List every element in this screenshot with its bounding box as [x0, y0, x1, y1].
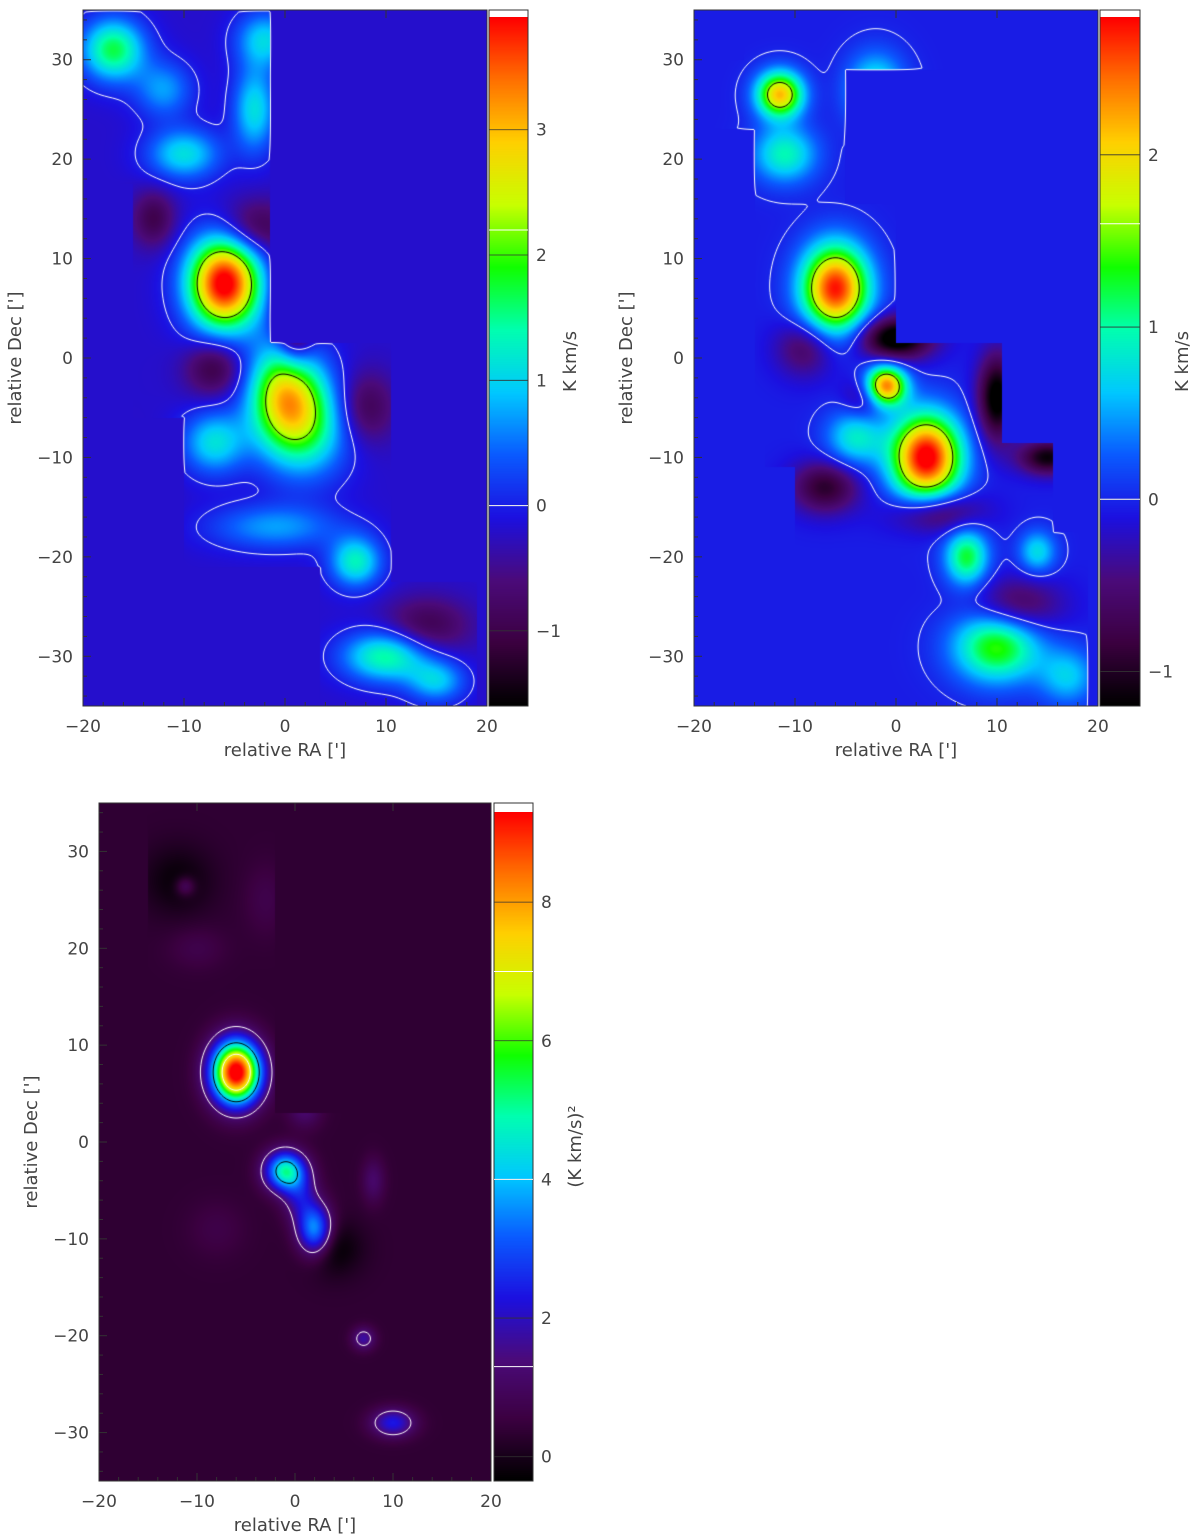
colorbar-tick-label: 1 — [1148, 318, 1159, 338]
y-tick-label: −10 — [37, 448, 73, 468]
x-axis-label: relative RA ['] — [835, 740, 957, 761]
y-tick-label: 0 — [78, 1133, 89, 1153]
y-tick-label: 30 — [662, 51, 684, 71]
y-tick-label: 30 — [51, 51, 73, 71]
y-tick-label: −20 — [648, 548, 684, 568]
colorbar-frame — [488, 9, 529, 707]
colorbar-label: K km/s — [1172, 331, 1193, 392]
colorbar: 0 2 4 6 8 (K km/s)² — [493, 802, 586, 1482]
colorbar-frame — [1099, 9, 1141, 707]
colorbar-tick-label: −1 — [1148, 663, 1173, 683]
y-tick-label: −30 — [53, 1424, 89, 1444]
x-tick-label: −10 — [777, 717, 813, 737]
x-tick-label: 10 — [986, 717, 1008, 737]
y-tick-label: 20 — [67, 939, 89, 959]
colorbar-label: K km/s — [560, 331, 581, 392]
colorbar-tick-label: 2 — [536, 246, 547, 266]
y-tick-label: 30 — [67, 842, 89, 862]
colorbar-tick-label: 2 — [1148, 146, 1159, 166]
y-tick-label: −20 — [53, 1327, 89, 1347]
x-tick-label: 0 — [280, 717, 291, 737]
colorbar-tick-label: 4 — [541, 1170, 552, 1190]
x-tick-label: 10 — [375, 717, 397, 737]
colorbar-tick-label: −1 — [536, 622, 561, 642]
x-tick-label: 20 — [480, 1492, 502, 1512]
colorbar-tick-label: 1 — [536, 371, 547, 391]
x-tick-label: 10 — [382, 1492, 404, 1512]
x-tick-label: 20 — [1087, 717, 1109, 737]
y-tick-label: −10 — [648, 448, 684, 468]
y-tick-label: 0 — [62, 349, 73, 369]
y-tick-label: 10 — [662, 250, 684, 270]
colorbar-tick-label: 6 — [541, 1032, 552, 1052]
colorbar-tick-label: 8 — [541, 893, 552, 913]
x-tick-label: −20 — [65, 717, 101, 737]
x-tick-label: −10 — [166, 717, 202, 737]
x-tick-label: 0 — [891, 717, 902, 737]
colorbar: −1 0 1 2 3 K km/s — [488, 9, 581, 707]
colorbar: −1 0 1 2 K km/s — [1099, 9, 1193, 707]
y-tick-label: −10 — [53, 1230, 89, 1250]
x-axis-label: relative RA ['] — [224, 740, 346, 761]
x-tick-label: −20 — [676, 717, 712, 737]
y-tick-label: −20 — [37, 548, 73, 568]
colorbar-label: (K km/s)² — [565, 1105, 586, 1187]
colorbar-tick-label: 0 — [541, 1448, 552, 1468]
colorbar-gradient — [489, 17, 528, 706]
y-tick-label: −30 — [648, 647, 684, 667]
intensity-map — [83, 10, 487, 706]
colorbar-tick-label: 3 — [536, 121, 547, 141]
colorbar-tick-label: 2 — [541, 1309, 552, 1329]
x-tick-label: −20 — [81, 1492, 117, 1512]
intensity-map — [694, 10, 1098, 706]
x-tick-label: 20 — [476, 717, 498, 737]
y-axis-label: relative Dec ['] — [21, 1075, 42, 1208]
y-tick-label: 10 — [51, 250, 73, 270]
y-axis-label: relative Dec ['] — [5, 291, 26, 424]
y-axis-label: relative Dec ['] — [616, 291, 637, 424]
colorbar-tick-label: 0 — [1148, 490, 1159, 510]
colorbar-tick-label: 0 — [536, 497, 547, 517]
y-tick-label: −30 — [37, 647, 73, 667]
x-axis-label: relative RA ['] — [234, 1515, 356, 1534]
colorbar-gradient — [1100, 17, 1140, 706]
y-tick-label: 10 — [67, 1036, 89, 1056]
y-tick-label: 0 — [673, 349, 684, 369]
colorbar-frame — [493, 802, 534, 1482]
y-tick-label: 20 — [662, 150, 684, 170]
x-tick-label: −10 — [179, 1492, 215, 1512]
x-tick-label: 0 — [290, 1492, 301, 1512]
y-tick-label: 20 — [51, 150, 73, 170]
colorbar-gradient — [494, 812, 533, 1481]
intensity-map — [99, 803, 491, 1481]
